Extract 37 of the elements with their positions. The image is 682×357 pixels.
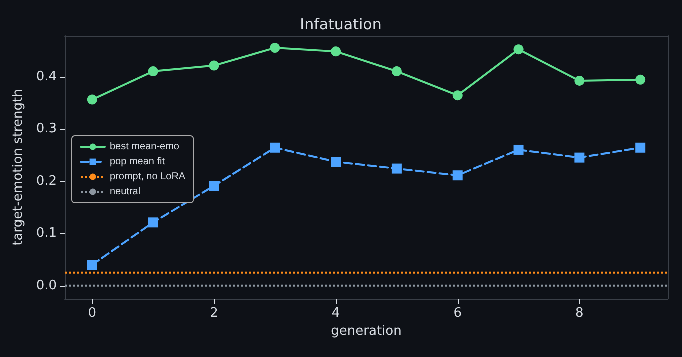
legend-label: neutral xyxy=(110,186,141,198)
point xyxy=(574,152,585,163)
point xyxy=(392,66,402,77)
legend-label: best mean-emo xyxy=(110,142,180,152)
y-tick-label: 0.1 xyxy=(36,226,57,242)
point xyxy=(87,94,98,105)
point xyxy=(209,60,220,71)
legend-label: pop mean fit xyxy=(110,156,166,168)
point xyxy=(514,44,524,55)
x-tick-label: 4 xyxy=(332,306,340,321)
point xyxy=(636,74,646,85)
y-axis-title: target-emotion strength xyxy=(11,89,26,246)
point xyxy=(148,218,158,228)
point xyxy=(452,170,463,181)
x-tick-label: 0 xyxy=(88,306,97,321)
point xyxy=(636,142,646,153)
x-tick-label: 2 xyxy=(210,306,218,321)
point xyxy=(270,142,280,153)
point xyxy=(87,260,98,270)
point xyxy=(574,76,585,86)
legend-label: prompt, no LoRA xyxy=(110,172,186,182)
x-tick-label: 6 xyxy=(454,306,462,321)
point xyxy=(209,181,220,192)
point xyxy=(452,90,463,101)
point xyxy=(392,164,402,174)
point xyxy=(148,66,158,77)
point xyxy=(331,157,342,168)
y-tick-label: 0.3 xyxy=(36,122,57,137)
point xyxy=(270,43,280,54)
chart-title: Infatuation xyxy=(300,16,382,34)
y-tick-label: 0.0 xyxy=(36,278,57,294)
point xyxy=(514,144,524,155)
y-tick-label: 0.4 xyxy=(36,69,57,84)
point xyxy=(331,46,342,57)
x-tick-label: 8 xyxy=(576,306,584,321)
y-tick-label: 0.2 xyxy=(36,174,57,189)
x-axis-title: generation xyxy=(331,324,402,339)
